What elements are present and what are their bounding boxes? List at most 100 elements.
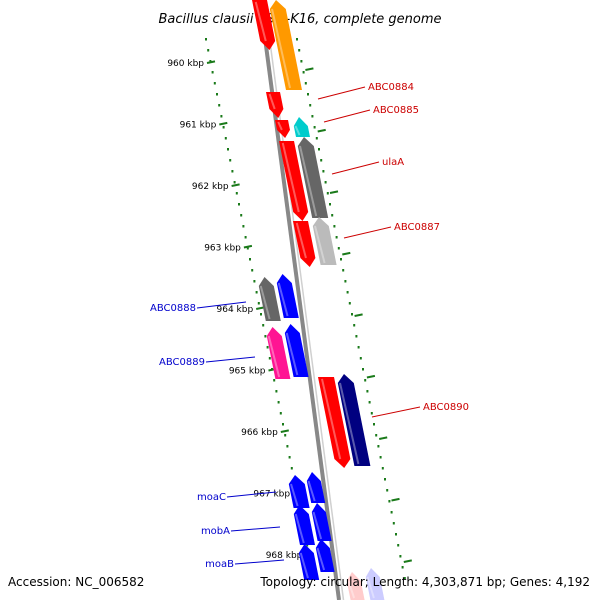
tick-dot [368, 401, 371, 404]
gene-label-moab: moaB [205, 559, 234, 570]
gene-label-abc0889: ABC0889 [159, 357, 205, 368]
tick-dot [348, 302, 351, 305]
tick-dot [313, 126, 316, 129]
tick-label: 963 kbp [204, 244, 241, 254]
tick-dot [307, 93, 309, 96]
gene-labels: ABC0884 ABC0885 ulaA ABC0887 ABC0890 ABC0888 A… [150, 82, 469, 570]
tick-dot [222, 126, 225, 129]
tick-dot [388, 500, 391, 503]
tick-dot [246, 247, 249, 250]
tick-dot [257, 302, 260, 305]
gene-arrow-blue [284, 324, 309, 377]
gene-shine [294, 125, 301, 136]
gene-arrow-dark-gray [297, 137, 329, 218]
tick-dot [231, 170, 234, 173]
tick-label: 966 kbp [241, 428, 278, 438]
tick-dot [302, 71, 305, 74]
tick-dot [205, 38, 207, 41]
tick-dot [373, 423, 375, 426]
gene-label-moac: moaC [197, 492, 226, 503]
tick-dot [331, 214, 334, 217]
tick-dot [386, 489, 389, 492]
tick-label: 968 kbp [266, 551, 303, 561]
tick-dot [282, 423, 284, 426]
gene-arrow-cyan [293, 117, 310, 137]
tick-dot [290, 467, 293, 470]
tick-dot [366, 390, 369, 393]
tick-dot [220, 115, 223, 118]
tick-dot [224, 137, 227, 140]
tick-label: 960 kbp [167, 59, 204, 69]
tick-dot [288, 456, 291, 459]
major-tick [256, 306, 265, 310]
gene-arrow-navy [337, 374, 371, 466]
tick-dot [227, 148, 229, 151]
tick-dot [326, 192, 329, 195]
gene-shine [321, 378, 342, 460]
major-tick [305, 67, 314, 71]
gene-arrow-blue [288, 475, 310, 508]
gene-shine [259, 285, 271, 320]
label-leader-line [323, 109, 371, 123]
major-tick [354, 313, 363, 317]
major-tick [342, 251, 351, 256]
tick-dot [381, 467, 384, 470]
gene-shine [295, 222, 307, 259]
tick-dot [351, 313, 353, 316]
label-leader-line [234, 559, 285, 565]
major-tick [206, 60, 216, 64]
gene-arrow-blue [315, 539, 335, 572]
tick-dot [273, 379, 276, 382]
gene-shine [277, 282, 289, 317]
gene-arrow-red [266, 92, 284, 118]
gene-arrow-pale-blue [365, 568, 385, 600]
gene-arrow-red [279, 141, 309, 221]
tick-label: 961 kbp [180, 121, 217, 131]
label-leader-line [226, 491, 277, 498]
tick-dot [213, 82, 216, 85]
genome-summary-text: Topology: circular; Length: 4,303,871 bp… [260, 575, 590, 589]
tick-dot [335, 236, 338, 239]
major-tick [243, 244, 253, 249]
tick-dot [268, 357, 271, 360]
tick-dot [392, 522, 395, 525]
tick-dot [395, 533, 397, 536]
tick-dot [324, 181, 327, 184]
tick-dot [286, 445, 289, 448]
tick-dot [377, 445, 380, 448]
gene-shine [316, 547, 326, 571]
gene-shine [271, 8, 291, 89]
major-tick [379, 436, 388, 440]
tick-dot [296, 38, 298, 41]
gene-shine [339, 382, 360, 465]
tick-dot [306, 544, 309, 547]
tick-label: 964 kbp [217, 305, 254, 315]
label-leader-line [371, 406, 421, 418]
gene-arrow-red [275, 120, 290, 138]
gene-shine [294, 513, 305, 544]
tick-dot [344, 280, 347, 283]
tick-dot [337, 247, 340, 250]
gene-arrow-red [318, 377, 351, 468]
tick-dot [340, 258, 342, 261]
gene-arrow-pale-red [346, 572, 365, 600]
major-tick [366, 374, 376, 379]
label-leader-line [331, 161, 380, 175]
gene-arrow-blue [276, 274, 299, 318]
gene-arrow-red [293, 221, 316, 267]
gene-label-abc0885: ABC0885 [373, 105, 419, 116]
tick-dot [359, 357, 362, 360]
tick-dot [384, 478, 386, 481]
gene-shine [312, 511, 323, 540]
gene-arrow-blue [306, 472, 326, 503]
tick-dot [320, 159, 323, 162]
major-tick [231, 183, 240, 187]
tick-dot [362, 368, 364, 371]
tick-dot [375, 434, 378, 437]
gene-label-abc0888: ABC0888 [150, 303, 196, 314]
tick-dot [244, 236, 247, 239]
tick-dot [284, 434, 287, 437]
map-title: Bacillus clausii KSM-K16, complete genom… [158, 12, 441, 27]
tick-dot [379, 456, 382, 459]
tick-dot [342, 269, 345, 272]
